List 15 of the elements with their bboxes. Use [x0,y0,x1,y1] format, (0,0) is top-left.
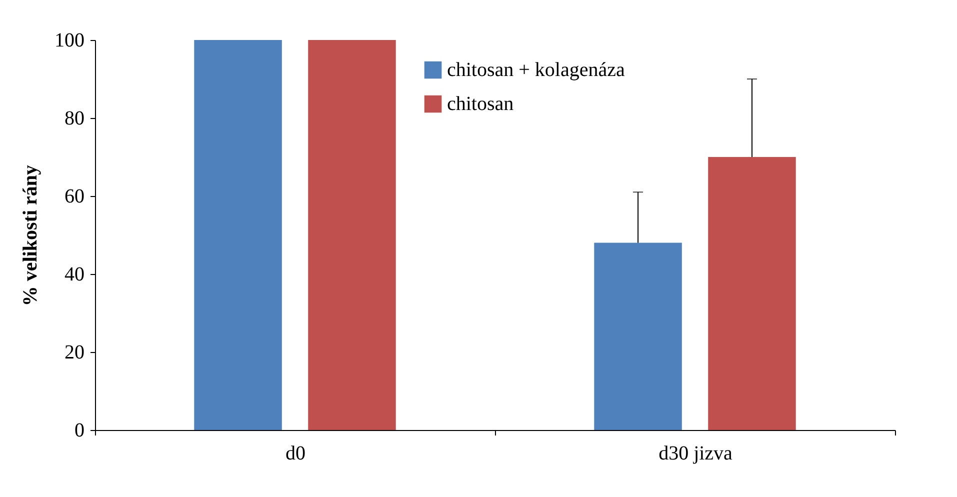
y-tick-label: 60 [64,186,84,208]
legend-label: chitosan + kolagenáza [447,59,625,81]
bar [594,242,682,430]
x-tick-label: d0 [286,442,306,464]
y-tick-label: 40 [64,264,84,286]
x-tick-label: d30 jizva [658,442,733,464]
bar [308,40,396,430]
y-axis-title: % velikosti rány [20,164,42,306]
bar [708,157,796,430]
y-tick-label: 0 [74,420,84,442]
y-tick-label: 100 [54,30,84,52]
bar [194,40,282,430]
y-tick-label: 80 [64,108,84,130]
legend-label: chitosan [447,93,514,115]
y-tick-label: 20 [64,342,84,364]
